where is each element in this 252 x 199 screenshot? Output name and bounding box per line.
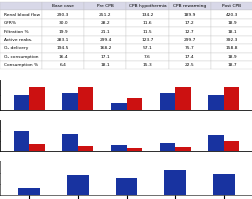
Bar [18, 188, 40, 195]
Bar [126, 98, 142, 110]
Bar [207, 95, 223, 110]
Bar [223, 141, 238, 151]
Bar [67, 175, 88, 195]
Bar [159, 143, 174, 151]
Bar [174, 146, 190, 151]
Bar [110, 103, 126, 110]
Bar [29, 144, 45, 151]
Bar [126, 147, 142, 151]
Bar [78, 145, 93, 151]
Bar [212, 174, 234, 195]
Bar [29, 87, 45, 110]
Bar [110, 145, 126, 151]
Bar [62, 134, 78, 151]
Bar [174, 87, 190, 110]
Bar [164, 170, 185, 195]
Bar [159, 93, 174, 110]
Bar [115, 178, 137, 195]
Bar [14, 95, 29, 110]
Bar [223, 87, 238, 110]
Bar [62, 93, 78, 110]
Bar [14, 131, 29, 151]
Bar [207, 135, 223, 151]
Bar [78, 87, 93, 110]
